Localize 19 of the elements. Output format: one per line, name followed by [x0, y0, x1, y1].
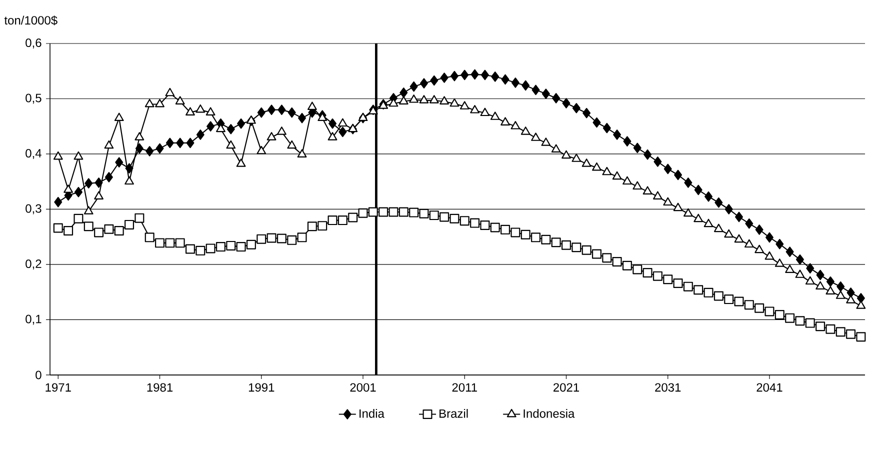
- y-tick-label: 0,5: [26, 94, 42, 104]
- x-tick-label: 2041: [756, 383, 782, 392]
- y-tick-label: 0,6: [26, 38, 42, 48]
- legend-label: India: [360, 408, 384, 418]
- y-axis-title: ton/1000$: [4, 16, 58, 26]
- x-tick-label: 2021: [554, 383, 580, 392]
- y-tick-label: 0,4: [26, 149, 42, 159]
- x-tick-label: 2001: [350, 383, 376, 392]
- x-tick-label: 1991: [248, 383, 274, 392]
- x-tick-label: 1981: [147, 383, 173, 392]
- y-tick-label: 0,1: [26, 314, 42, 325]
- legend-label: Indonesia: [524, 408, 575, 418]
- y-tick-label: 0,3: [26, 204, 42, 214]
- y-tick-label: 0,2: [26, 260, 42, 270]
- x-tick-label: 2011: [452, 383, 477, 392]
- legend-label: Brazil: [440, 408, 468, 418]
- x-tick-label: 1971: [46, 383, 71, 392]
- y-tick-label: 0: [36, 370, 42, 380]
- x-tick-label: 2031: [655, 383, 681, 392]
